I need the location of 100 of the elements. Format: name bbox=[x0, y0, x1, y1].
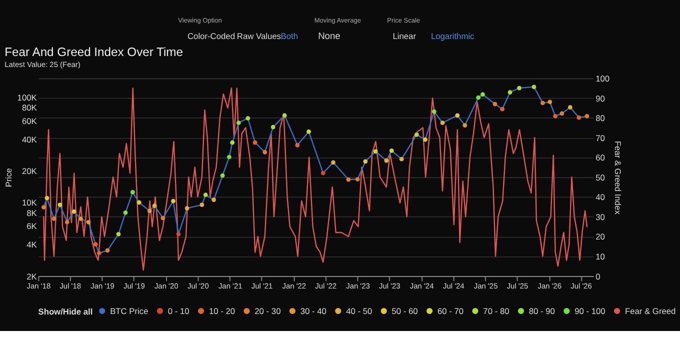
y2-tick-label: 60 bbox=[596, 152, 606, 163]
y2-tick-label: 0 bbox=[596, 271, 601, 282]
point bbox=[282, 113, 287, 118]
y-tick-label: 100K bbox=[17, 92, 38, 102]
legend-label: 80 - 90 bbox=[528, 306, 556, 316]
point bbox=[152, 204, 157, 208]
point bbox=[246, 116, 250, 120]
text: Logarithmic bbox=[430, 31, 474, 42]
point bbox=[105, 248, 110, 253]
legend-label: 0 - 10 bbox=[168, 306, 190, 316]
y2-tick-label: 80 bbox=[596, 113, 606, 124]
x-tick-label: Jul '18 bbox=[60, 282, 82, 291]
point bbox=[96, 250, 102, 256]
legend-label: 20 - 30 bbox=[254, 306, 282, 316]
y-tick-label: 80K bbox=[22, 102, 38, 113]
y-tick-label: 6K bbox=[26, 221, 38, 232]
point bbox=[389, 148, 394, 153]
point bbox=[200, 202, 204, 207]
text: Both bbox=[280, 31, 298, 42]
y2-axis-title: Fear & Greed Index bbox=[613, 140, 624, 216]
legend-title: Show/Hide all bbox=[38, 306, 93, 316]
point bbox=[568, 105, 572, 110]
point bbox=[116, 232, 121, 236]
y-tick-label: 40K bbox=[22, 134, 38, 144]
point bbox=[532, 84, 536, 90]
point bbox=[160, 216, 166, 220]
y2-tick-label: 20 bbox=[596, 232, 606, 242]
legend-label: Fear & Greed bbox=[624, 306, 676, 316]
point bbox=[540, 100, 545, 106]
point bbox=[476, 95, 481, 100]
y-tick-label: 4K bbox=[26, 240, 38, 250]
y-tick-label: 20K bbox=[22, 166, 38, 176]
point bbox=[295, 142, 300, 148]
point bbox=[212, 198, 216, 202]
point bbox=[462, 123, 468, 128]
point bbox=[414, 132, 419, 137]
y-tick-label: 2K bbox=[26, 271, 38, 282]
point bbox=[508, 90, 512, 95]
point bbox=[480, 92, 485, 97]
point bbox=[262, 150, 268, 154]
point bbox=[455, 113, 460, 118]
point bbox=[176, 232, 181, 236]
chart-subtitle: Latest Value: 25 (Fear) bbox=[4, 60, 81, 70]
text: None bbox=[318, 31, 340, 42]
point bbox=[270, 124, 276, 130]
point bbox=[363, 159, 368, 164]
point bbox=[320, 170, 326, 176]
legend-label: 30 - 40 bbox=[300, 306, 327, 316]
point bbox=[130, 190, 135, 194]
x-tick-label: Jan '23 bbox=[346, 282, 370, 291]
point bbox=[560, 111, 564, 116]
x-tick-label: Jan '25 bbox=[474, 282, 498, 291]
point bbox=[346, 177, 351, 182]
y-tick-label: 60K bbox=[22, 116, 38, 126]
x-tick-label: Jan '26 bbox=[538, 282, 562, 291]
legend-label: BTC Price bbox=[110, 306, 149, 316]
legend-label: 40 - 50 bbox=[346, 306, 372, 316]
y2-tick-label: 70 bbox=[596, 132, 606, 143]
point bbox=[236, 120, 241, 126]
x-tick-label: Jan '22 bbox=[282, 282, 306, 291]
point bbox=[203, 192, 208, 198]
x-tick-label: Jan '19 bbox=[90, 282, 114, 291]
y-tick-label: 10K bbox=[22, 198, 38, 208]
chart-title: Fear And Greed Index Over Time bbox=[4, 44, 184, 59]
point bbox=[72, 209, 76, 214]
point bbox=[64, 220, 70, 224]
y-tick-label: 8K bbox=[26, 208, 38, 218]
text: Color-Coded bbox=[187, 31, 236, 42]
x-tick-label: Jul '22 bbox=[315, 282, 336, 291]
y2-tick-label: 50 bbox=[596, 172, 606, 182]
x-tick-label: Jan '24 bbox=[410, 282, 434, 291]
point bbox=[227, 154, 232, 160]
x-tick-label: Jan '20 bbox=[154, 282, 178, 291]
point bbox=[184, 206, 190, 210]
point bbox=[517, 86, 522, 90]
point bbox=[331, 160, 336, 165]
legend-label: 90 - 100 bbox=[574, 306, 606, 316]
point bbox=[576, 115, 582, 120]
point bbox=[86, 220, 91, 224]
point bbox=[78, 216, 83, 221]
point bbox=[252, 140, 258, 145]
point bbox=[44, 196, 50, 200]
point bbox=[147, 208, 152, 214]
x-tick-label: Jul '21 bbox=[251, 282, 273, 291]
y2-tick-label: 90 bbox=[596, 93, 606, 104]
point bbox=[220, 173, 225, 178]
point bbox=[423, 137, 428, 142]
x-tick-label: Jul '25 bbox=[506, 282, 528, 291]
x-tick-label: Jan '18 bbox=[26, 282, 51, 291]
legend-label: 10 - 20 bbox=[208, 306, 236, 316]
point bbox=[548, 100, 552, 104]
point bbox=[584, 114, 590, 118]
x-tick-label: Jul '19 bbox=[124, 282, 145, 291]
y2-tick-label: 10 bbox=[596, 252, 606, 262]
x-tick-label: Jul '20 bbox=[188, 282, 209, 291]
point bbox=[58, 202, 62, 207]
point bbox=[93, 242, 98, 247]
y-axis-title: Price bbox=[4, 168, 14, 188]
legend-label: 50 - 60 bbox=[392, 306, 418, 316]
text: Linear bbox=[392, 31, 416, 42]
